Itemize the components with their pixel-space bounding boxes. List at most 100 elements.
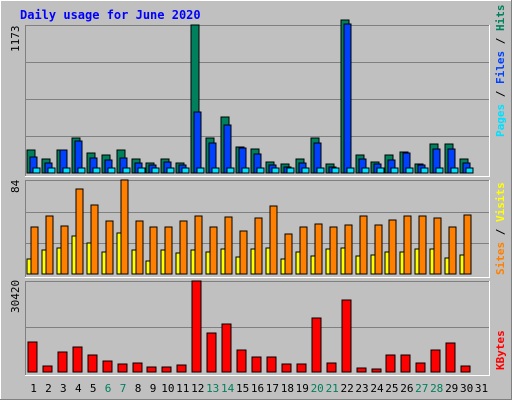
x-tick-label-day-7: 7	[120, 382, 127, 395]
sites-bar-day-13	[209, 226, 218, 275]
pages-bar-day-16	[256, 167, 265, 174]
x-tick-label-day-8: 8	[135, 382, 142, 395]
pages-bar-day-14	[226, 167, 235, 174]
pages-bar-day-1	[32, 167, 41, 174]
pages-bar-day-27	[420, 167, 429, 174]
sites-bar-day-19	[299, 226, 308, 275]
kbytes-bar-day-16	[251, 356, 262, 373]
panel3-legend: KBytes	[494, 330, 507, 370]
kbytes-bar-day-26	[400, 354, 411, 373]
sites-bar-day-5	[90, 204, 99, 275]
sites-bar-day-14	[224, 216, 233, 275]
x-tick-label-day-20: 20	[311, 382, 324, 395]
pages-bar-day-24	[376, 167, 385, 174]
pages-bar-day-19	[301, 167, 310, 174]
sites-bar-day-18	[284, 233, 293, 275]
pages-bar-day-9	[151, 167, 160, 174]
x-tick-label-day-21: 21	[326, 382, 339, 395]
x-tick-label-day-22: 22	[340, 382, 353, 395]
sites-bar-day-21	[329, 226, 338, 275]
x-tick-label-day-25: 25	[385, 382, 398, 395]
legend-panel1-part-5: Hits	[494, 5, 507, 32]
kbytes-bar-day-18	[281, 363, 292, 373]
sites-bar-day-23	[359, 215, 368, 275]
legend-panel2-part-3: Visits	[494, 182, 507, 222]
pages-bar-day-26	[405, 167, 414, 174]
pages-bar-day-25	[390, 167, 399, 174]
legend-panel2-part-1: Sites	[494, 242, 507, 275]
sites-bar-day-29	[448, 226, 457, 275]
sites-bar-day-30	[463, 214, 472, 275]
kbytes-bar-day-22	[341, 299, 352, 373]
kbytes-bar-day-14	[221, 323, 232, 373]
pages-bar-day-7	[122, 167, 131, 174]
x-tick-label-day-4: 4	[75, 382, 82, 395]
legend-panel1-part-2: /	[494, 84, 507, 104]
kbytes-bar-day-8	[132, 362, 143, 373]
x-tick-label-day-14: 14	[221, 382, 235, 395]
panel2-legend: Sites / Visits	[494, 182, 507, 275]
pages-bar-day-20	[316, 167, 325, 174]
sites-bar-day-17	[269, 205, 278, 275]
x-tick-label-day-19: 19	[296, 382, 309, 395]
pages-bar-day-4	[77, 167, 86, 174]
x-tick-label-day-16: 16	[251, 382, 264, 395]
kbytes-bar-day-21	[326, 362, 337, 373]
sites-bar-day-15	[239, 230, 248, 275]
sites-bar-day-16	[254, 217, 263, 275]
x-tick-label-day-24: 24	[370, 382, 384, 395]
kbytes-bar-day-24	[371, 368, 382, 373]
sites-bar-day-28	[433, 217, 442, 275]
kbytes-bar-day-6	[102, 360, 113, 373]
sites-bar-day-9	[149, 226, 158, 275]
x-tick-label-day-15: 15	[236, 382, 249, 395]
kbytes-bar-day-12	[191, 280, 202, 373]
pages-bar-day-28	[435, 167, 444, 174]
kbytes-bar-day-23	[356, 367, 367, 373]
files-bar-day-14	[223, 124, 232, 174]
sites-bar-day-1	[30, 226, 39, 275]
kbytes-bar-day-5	[87, 354, 98, 373]
sites-bar-day-2	[45, 215, 54, 275]
sites-bar-day-25	[388, 219, 397, 275]
kbytes-bar-day-15	[236, 349, 247, 373]
pages-bar-day-5	[92, 167, 101, 174]
bars	[26, 19, 474, 373]
chart-title: Daily usage for June 2020	[20, 8, 201, 22]
pages-bar-day-22	[346, 167, 355, 174]
x-tick-label-day-11: 11	[176, 382, 189, 395]
kbytes-bar-day-4	[72, 346, 83, 373]
pages-bar-day-23	[361, 167, 370, 174]
pages-bar-day-18	[286, 167, 295, 174]
sites-bar-day-20	[314, 223, 323, 275]
panel1-ymax-label: 1173	[9, 26, 22, 53]
files-bar-day-22	[343, 23, 352, 174]
sites-bar-day-24	[374, 224, 383, 275]
kbytes-bar-day-19	[296, 363, 307, 373]
sites-bar-day-10	[164, 226, 173, 275]
kbytes-bar-day-11	[176, 364, 187, 373]
sites-bar-day-12	[194, 215, 203, 275]
kbytes-bar-day-7	[117, 363, 128, 373]
pages-bar-day-29	[450, 167, 459, 174]
pages-bar-day-12	[196, 167, 205, 174]
panel1-legend: Pages / Files / Hits	[494, 5, 507, 138]
x-tick-label-day-28: 28	[430, 382, 443, 395]
panel3-ymax-label: 30420	[9, 280, 22, 313]
x-tick-label-day-12: 12	[191, 382, 204, 395]
panels	[25, 25, 490, 376]
kbytes-bar-day-13	[206, 332, 217, 373]
files-bar-day-12	[193, 111, 202, 174]
pages-bar-day-2	[47, 167, 56, 174]
sites-bar-day-7	[120, 179, 129, 275]
legend-panel2-part-2: /	[494, 222, 507, 242]
pages-bar-day-6	[107, 167, 116, 174]
legend-panel1-part-1: Pages	[494, 104, 507, 137]
pages-bar-day-21	[331, 167, 340, 174]
sites-bar-day-4	[75, 188, 84, 275]
pages-bar-day-13	[211, 167, 220, 174]
kbytes-bar-day-29	[445, 342, 456, 373]
x-tick-label-day-27: 27	[415, 382, 428, 395]
pages-bar-day-10	[166, 167, 175, 174]
